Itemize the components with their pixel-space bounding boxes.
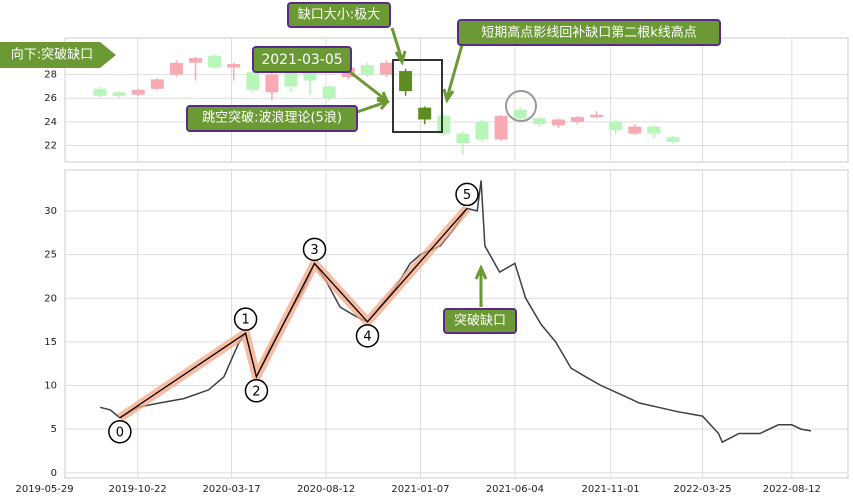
candle-body: [628, 126, 642, 134]
arrow-label: [0, 42, 116, 68]
y-tick-label: 5: [51, 424, 57, 435]
y-tick-label: 20: [44, 293, 57, 304]
candle-body: [169, 62, 183, 75]
wave-marker: [233, 307, 258, 331]
wave-label: 1: [241, 313, 249, 328]
candle-body: [112, 92, 126, 96]
arrow: [390, 27, 407, 66]
wave-marker: [455, 182, 479, 207]
candle-body: [360, 65, 374, 75]
wave-marker: [355, 324, 380, 348]
y-tick-label: 22: [44, 140, 57, 151]
wave-label: 3: [310, 243, 318, 258]
wave-label: 5: [463, 188, 471, 203]
annotation: 短期高点影线回补缺口第二根k线高点: [481, 25, 697, 41]
candle-body: [609, 121, 623, 131]
candle-body: [93, 88, 107, 96]
candle-body: [246, 72, 260, 90]
x-tick-label: 2021-11-01: [582, 484, 640, 495]
candle-body: [189, 58, 202, 63]
annotation-box: [252, 46, 352, 73]
wave-line: [119, 207, 468, 419]
wave-label: 0: [116, 425, 124, 440]
candle-body: [437, 115, 451, 134]
candle-body: [647, 126, 661, 134]
frame: [64, 169, 849, 479]
wave-band: [117, 205, 471, 422]
candle-body: [456, 133, 470, 144]
candle-body: [418, 107, 432, 120]
candle-body: [227, 63, 241, 68]
candle-body: [571, 117, 584, 122]
wave-label: 4: [363, 329, 371, 344]
candle-body: [284, 71, 298, 87]
x-tick-label: 2021-01-07: [391, 484, 449, 495]
annotation: 2021-03-05: [261, 52, 342, 68]
candle-body: [303, 72, 317, 81]
y-tick-label: 28: [44, 70, 57, 81]
annotation-layer: 向下:突破缺口 缺口大小:极大 2021-03-05 跳空突破:波浪理论(5浪)…: [0, 2, 721, 334]
y-tick-label: 15: [44, 337, 57, 348]
arrow: [442, 44, 464, 104]
candle-body: [494, 115, 508, 140]
x-tick-label: 2019-10-22: [109, 484, 167, 495]
candle-body: [399, 71, 413, 92]
candle-body: [208, 55, 222, 68]
x-tick-label: 2021-06-04: [486, 484, 544, 495]
arrow: [356, 98, 390, 114]
candle-body: [475, 121, 489, 140]
annotation-box: [287, 2, 391, 28]
candle-body: [666, 137, 680, 142]
candle-body: [380, 62, 393, 75]
annotation-box: [443, 308, 517, 334]
y-tick-label: 30: [44, 206, 57, 217]
candle-body: [590, 114, 604, 118]
candle-body: [551, 119, 565, 126]
x-tick-label: 2020-08-12: [297, 484, 355, 495]
y-tick-label: 26: [44, 93, 57, 104]
frame: [64, 37, 849, 163]
annotation: 跳空突破:波浪理论(5浪): [202, 110, 342, 126]
x-tick-label: 2022-08-12: [763, 484, 821, 495]
y-tick-label: 24: [44, 117, 57, 128]
wave-marker: [302, 237, 327, 262]
y-tick-label: 25: [44, 250, 57, 261]
annotation-box: [457, 19, 721, 46]
x-tick-label: 2020-03-17: [202, 484, 260, 495]
candle-body: [265, 74, 279, 93]
y-tick-label: 0: [51, 468, 57, 479]
x-tick-label: 2019-05-29: [16, 484, 74, 495]
candle-body: [131, 89, 145, 95]
y-tick-label: 10: [44, 381, 57, 392]
candle-body: [532, 118, 546, 125]
arrow: [474, 264, 488, 307]
wave-marker: [244, 379, 269, 403]
x-tick-label: 2022-03-25: [673, 484, 731, 495]
wave-label: 2: [252, 384, 260, 399]
arrow: [349, 70, 390, 104]
wave-marker: [108, 420, 132, 444]
annotation: 缺口大小:极大: [298, 8, 380, 23]
highlight-circle: [505, 90, 537, 122]
annotation: 向下:突破缺口: [11, 47, 93, 63]
annotation-box: [186, 105, 358, 132]
candle-body: [322, 86, 336, 99]
candle-body: [150, 79, 164, 89]
annotation: 突破缺口: [454, 313, 506, 329]
gap-box: [392, 59, 443, 133]
candle-body: [513, 110, 527, 119]
